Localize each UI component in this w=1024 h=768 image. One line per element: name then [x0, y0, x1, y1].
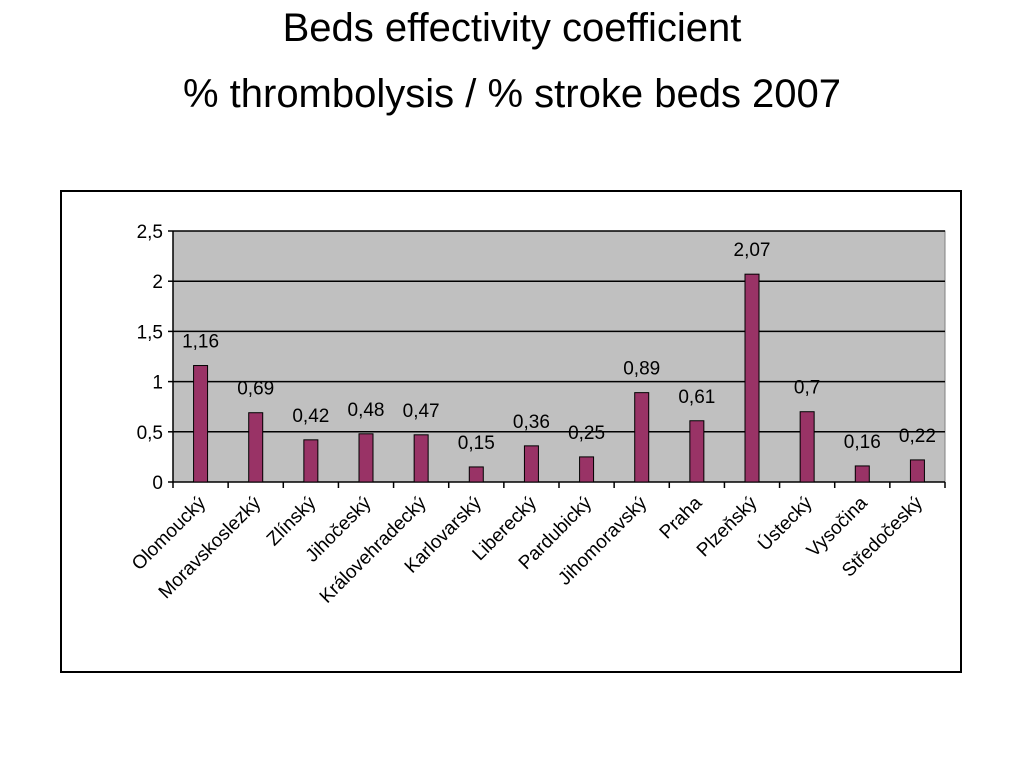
plot-area	[172, 230, 946, 483]
chart-title-line1: Beds effectivity coefficient	[282, 6, 742, 50]
data-label: 0,48	[348, 400, 385, 421]
bar	[799, 411, 815, 483]
bar	[689, 420, 705, 483]
bar	[468, 466, 484, 483]
bar	[523, 445, 539, 483]
bar	[413, 434, 429, 483]
data-label: 0,16	[844, 432, 881, 453]
chart-title-line2: % thrombolysis / % stroke beds 2007	[182, 72, 842, 116]
y-tick-label: 1	[152, 373, 163, 394]
data-label: 0,42	[292, 406, 329, 427]
y-tick-label: 0,5	[137, 423, 163, 444]
y-tick-label: 0	[152, 473, 163, 494]
bar-chart: 00,511,522,51,16Olomoucký0,69Moravskosle…	[128, 222, 946, 608]
y-tick-label: 2,5	[137, 222, 163, 243]
chart-frame: 0 0,5 1 1,5 2 2,5 1,16 Olomoucký 0,69 Moravskosle…	[60, 190, 962, 673]
data-label: 0,69	[237, 379, 274, 400]
bar	[193, 365, 209, 483]
data-label: 0,7	[794, 378, 820, 399]
x-tick-label: Praha	[656, 492, 707, 543]
data-label: 0,47	[403, 401, 440, 422]
data-label: 0,22	[899, 426, 936, 447]
bar	[909, 459, 925, 483]
data-label: 0,36	[513, 412, 550, 433]
data-label: 0,15	[458, 433, 495, 454]
bar	[744, 273, 760, 483]
bar	[303, 439, 319, 483]
y-tick-label: 1,5	[137, 322, 163, 343]
data-label: 0,25	[568, 423, 605, 444]
bar	[854, 465, 870, 483]
data-label: 0,61	[678, 387, 715, 408]
bar	[579, 456, 595, 483]
data-label: 1,16	[182, 332, 219, 353]
data-label: 0,89	[623, 359, 660, 380]
bar	[634, 392, 650, 483]
x-tick-label: Plzeňský	[693, 492, 762, 561]
bar	[358, 433, 374, 483]
bar	[248, 412, 264, 483]
y-tick-label: 2	[152, 272, 163, 293]
x-tick-label: Moravskoslezký	[155, 492, 266, 603]
data-label: 2,07	[734, 240, 771, 261]
